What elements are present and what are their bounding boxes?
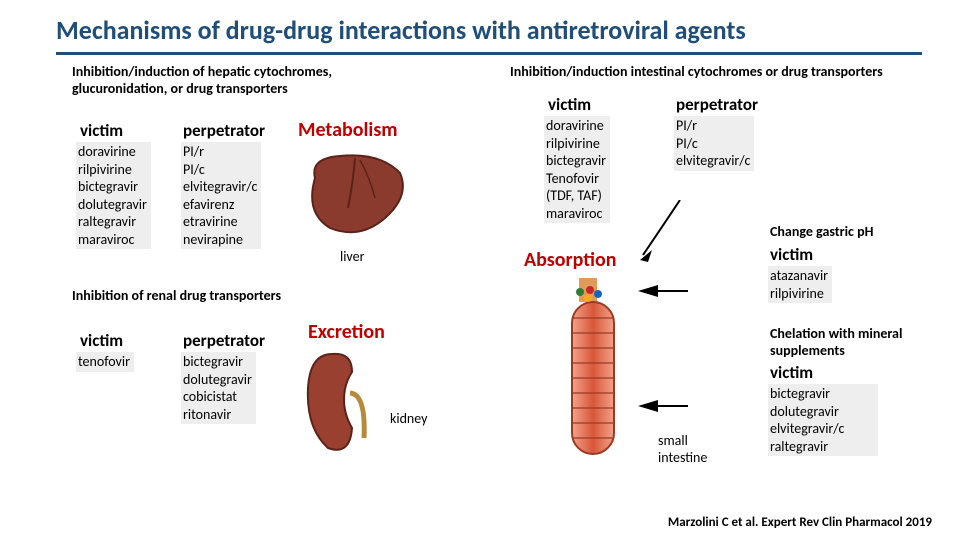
renal-perp-list: bictegravir dolutegravir cobicistat rito… — [181, 352, 256, 424]
hepatic-victim-head: victim — [80, 120, 123, 141]
mechanism-absorption: Absorption — [524, 248, 616, 272]
intestinal-desc: Inhibition/induction intestinal cytochro… — [510, 64, 930, 81]
renal-desc: Inhibition of renal drug transporters — [72, 288, 302, 305]
renal-victim-head: victim — [80, 330, 123, 351]
kidney-icon — [300, 348, 380, 458]
arrow-ph — [638, 285, 658, 297]
intestinal-victim-head: victim — [548, 94, 591, 115]
renal-victim-list: tenofovir — [76, 352, 134, 372]
chelation-victim-head: victim — [770, 362, 813, 383]
hepatic-victim-list: doravirine rilpivirine bictegravir dolut… — [76, 142, 151, 249]
intestinal-victim-list: doravirine rilpivirine bictegravir Tenof… — [544, 116, 610, 223]
title-rule — [56, 52, 922, 55]
hepatic-desc: Inhibition/induction of hepatic cytochro… — [72, 64, 372, 98]
page-title: Mechanisms of drug-drug interactions wit… — [0, 0, 960, 52]
renal-perp-head: perpetrator — [183, 330, 265, 351]
liver-icon — [300, 148, 410, 243]
intestinal-perp-head: perpetrator — [676, 94, 758, 115]
gastric-desc: Change gastric pH — [770, 224, 873, 241]
small-intestine-label: small intestine — [658, 432, 707, 466]
citation: Marzolini C et al. Expert Rev Clin Pharm… — [668, 515, 932, 530]
gastric-victim-head: victim — [770, 244, 813, 265]
mechanism-metabolism: Metabolism — [298, 118, 398, 142]
liver-label: liver — [340, 248, 364, 265]
gastric-victim-list: atazanavir rilpivirine — [768, 266, 832, 303]
chelation-desc: Chelation with mineral supplements — [770, 326, 930, 360]
small-intestine-icon — [538, 278, 668, 468]
mechanism-excretion: Excretion — [308, 320, 385, 344]
arrow-intestinal-down — [640, 200, 700, 270]
kidney-label: kidney — [390, 410, 428, 427]
arrow-chelation — [638, 400, 658, 412]
intestinal-perp-list: PI/r PI/c elvitegravir/c — [674, 116, 754, 171]
hepatic-perp-list: PI/r PI/c elvitegravir/c efavirenz etrav… — [181, 142, 261, 249]
hepatic-perp-head: perpetrator — [183, 120, 265, 141]
chelation-victim-list: bictegravir dolutegravir elvitegravir/c … — [768, 384, 878, 456]
